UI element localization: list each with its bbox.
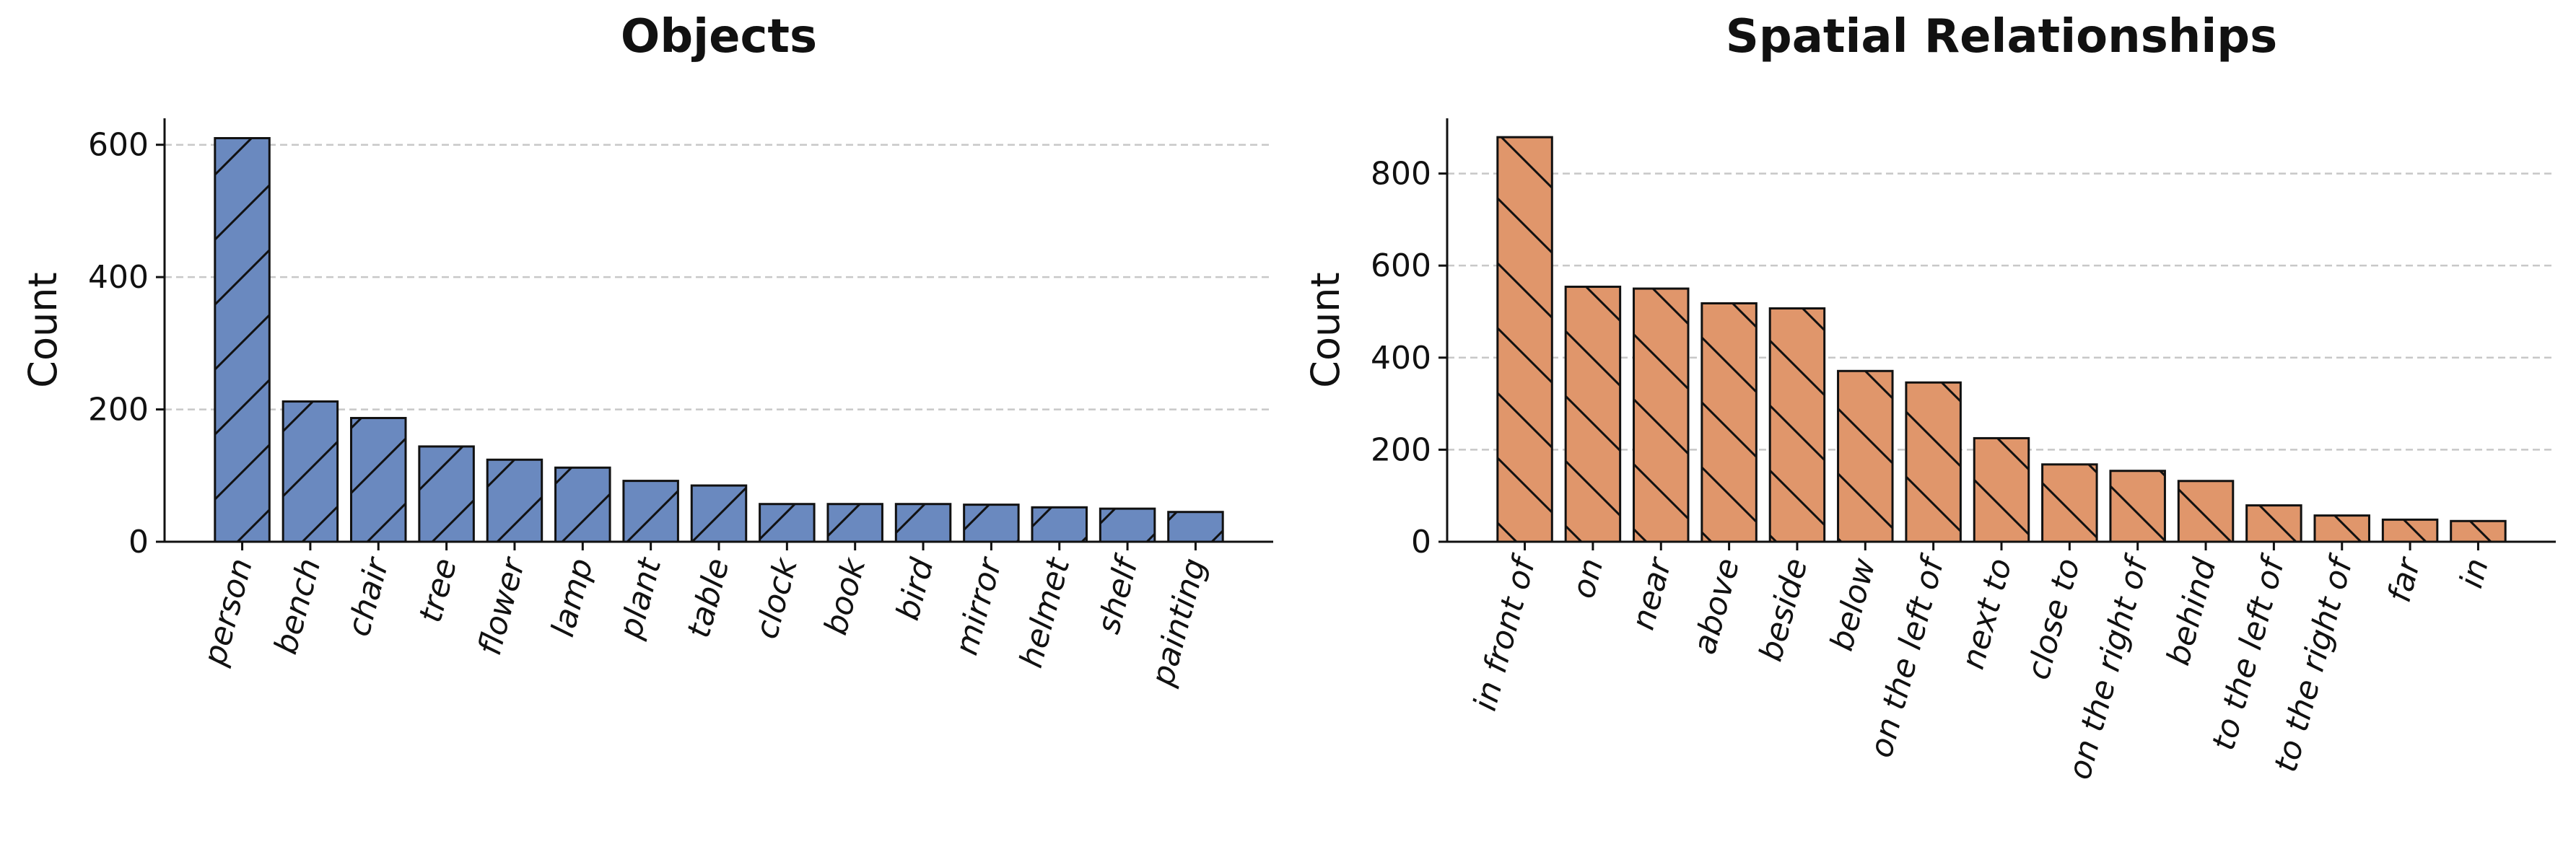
x-tick-label: below — [1823, 554, 1883, 655]
bar-hatch — [759, 504, 815, 542]
chart-title: Spatial Relationships — [1726, 10, 2277, 63]
bar-hatch — [2246, 505, 2302, 542]
bar-hatch — [1770, 308, 1825, 542]
x-tick-label: next to — [1955, 555, 2020, 673]
x-tick-label: table — [681, 555, 737, 642]
x-tick-label: book — [817, 553, 873, 638]
x-tick-label: beside — [1752, 555, 1815, 665]
bar-hatch — [2110, 470, 2165, 542]
x-tick-label: in front of — [1467, 550, 1544, 714]
bar-hatch — [1974, 438, 2029, 542]
x-tick-label: shelf — [1090, 550, 1146, 637]
bar-hatch — [2450, 521, 2506, 542]
bar-hatch — [351, 418, 406, 542]
bar-hatch — [487, 460, 542, 542]
x-tick-label: clock — [748, 553, 805, 643]
y-axis-label: Count — [1303, 272, 1348, 387]
x-tick-label: mirror — [948, 553, 1009, 659]
x-tick-label: person — [196, 555, 261, 670]
y-tick-label: 400 — [1371, 340, 1431, 377]
bar-hatch — [2383, 519, 2437, 542]
x-tick-label: helmet — [1013, 553, 1078, 672]
bar-hatch — [1497, 137, 1553, 542]
bar-hatch — [1905, 382, 1961, 542]
x-tick-label: bird — [889, 554, 941, 624]
chart-title: Objects — [621, 10, 817, 63]
bar-hatch — [964, 504, 1019, 542]
x-tick-label: far — [2381, 553, 2429, 606]
y-tick-label: 200 — [88, 392, 149, 428]
y-axis-label: Count — [20, 272, 66, 387]
y-tick-label: 400 — [88, 259, 149, 296]
bar-hatch — [214, 138, 270, 542]
bar-hatch — [1566, 286, 1620, 542]
bar-hatch — [1701, 303, 1757, 542]
bar-hatch — [2178, 480, 2233, 542]
x-tick-label: plant — [612, 553, 669, 643]
bar-hatch — [2315, 515, 2370, 542]
x-tick-label: painting — [1144, 555, 1213, 690]
x-tick-label: near — [1625, 553, 1680, 634]
x-tick-label: bench — [267, 555, 328, 659]
y-tick-label: 800 — [1371, 156, 1431, 193]
y-tick-label: 200 — [1371, 431, 1431, 468]
bar-hatch — [2042, 464, 2097, 542]
y-tick-label: 600 — [88, 127, 149, 164]
x-tick-label: flower — [471, 553, 533, 659]
x-tick-label: tree — [412, 555, 464, 627]
x-tick-label: above — [1686, 555, 1747, 659]
x-tick-label: behind — [2160, 554, 2224, 669]
y-tick-label: 0 — [128, 524, 149, 561]
bar-hatch — [827, 504, 883, 542]
y-tick-label: 600 — [1371, 247, 1431, 284]
x-tick-label: chair — [340, 553, 396, 641]
x-tick-label: on — [1565, 555, 1610, 602]
bar-hatch — [419, 446, 474, 542]
bar-hatch — [555, 467, 611, 542]
x-tick-label: in — [2453, 555, 2496, 592]
bar-hatch — [1633, 289, 1688, 542]
y-tick-label: 0 — [1411, 524, 1431, 561]
bar-hatch — [1032, 507, 1087, 542]
x-tick-label: lamp — [544, 555, 601, 641]
bar-hatch — [1838, 371, 1893, 542]
bar-hatch — [1100, 509, 1155, 542]
x-tick-label: close to — [2020, 555, 2087, 684]
bar-hatch — [896, 504, 951, 542]
bar-hatch — [1168, 511, 1223, 542]
bar-hatch — [691, 485, 746, 542]
bar-hatch — [623, 480, 678, 542]
bar-hatch — [283, 401, 338, 542]
